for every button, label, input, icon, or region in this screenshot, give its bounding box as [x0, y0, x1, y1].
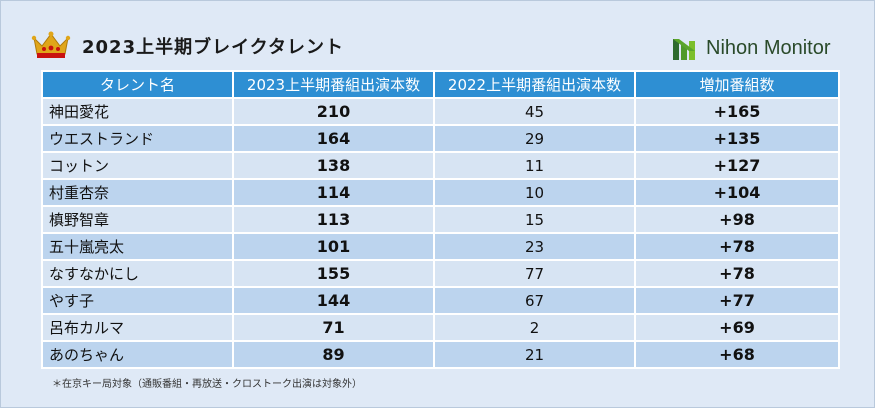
table-row: 村重杏奈 114 10 +104: [42, 179, 839, 206]
table-row: 神田愛花 210 45 +165: [42, 98, 839, 125]
logo-text: Nihon Monitor: [706, 37, 831, 60]
cell-increase: +68: [635, 341, 839, 368]
cell-2022: 21: [434, 341, 635, 368]
cell-2023: 71: [233, 314, 434, 341]
logo: Nihon Monitor: [672, 33, 831, 63]
cell-2022: 11: [434, 152, 635, 179]
cell-2022: 45: [434, 98, 635, 125]
cell-increase: +98: [635, 206, 839, 233]
cell-2022: 29: [434, 125, 635, 152]
cell-2023: 144: [233, 287, 434, 314]
cell-increase: +77: [635, 287, 839, 314]
cell-2022: 77: [434, 260, 635, 287]
table-row: 五十嵐亮太 101 23 +78: [42, 233, 839, 260]
table-row: 槙野智章 113 15 +98: [42, 206, 839, 233]
cell-2023: 210: [233, 98, 434, 125]
cell-talent: 槙野智章: [42, 206, 233, 233]
footnote: ＊在京キー局対象（通販番組・再放送・クロストーク出演は対象外）: [52, 375, 362, 390]
cell-increase: +127: [635, 152, 839, 179]
cell-talent: あのちゃん: [42, 341, 233, 368]
cell-increase: +78: [635, 260, 839, 287]
cell-talent: ウエストランド: [42, 125, 233, 152]
column-header-2022: 2022上半期番組出演本数: [434, 71, 635, 98]
table-row: コットン 138 11 +127: [42, 152, 839, 179]
ranking-table: タレント名 2023上半期番組出演本数 2022上半期番組出演本数 増加番組数 …: [41, 70, 840, 369]
cell-talent: コットン: [42, 152, 233, 179]
cell-increase: +69: [635, 314, 839, 341]
page-title: 2023上半期ブレイクタレント: [82, 33, 344, 59]
cell-talent: やす子: [42, 287, 233, 314]
cell-2022: 23: [434, 233, 635, 260]
cell-talent: 神田愛花: [42, 98, 233, 125]
cell-2023: 155: [233, 260, 434, 287]
logo-mark-icon: [672, 35, 702, 61]
cell-talent: 村重杏奈: [42, 179, 233, 206]
column-header-increase: 増加番組数: [635, 71, 839, 98]
cell-2022: 10: [434, 179, 635, 206]
cell-2023: 164: [233, 125, 434, 152]
table-row: やす子 144 67 +77: [42, 287, 839, 314]
cell-increase: +135: [635, 125, 839, 152]
cell-talent: なすなかにし: [42, 260, 233, 287]
cell-2023: 113: [233, 206, 434, 233]
column-header-2023: 2023上半期番組出演本数: [233, 71, 434, 98]
cell-2023: 138: [233, 152, 434, 179]
table-row: あのちゃん 89 21 +68: [42, 341, 839, 368]
cell-2022: 67: [434, 287, 635, 314]
column-header-talent: タレント名: [42, 71, 233, 98]
table-row: 呂布カルマ 71 2 +69: [42, 314, 839, 341]
cell-talent: 五十嵐亮太: [42, 233, 233, 260]
cell-2023: 89: [233, 341, 434, 368]
cell-increase: +165: [635, 98, 839, 125]
cell-2023: 114: [233, 179, 434, 206]
cell-2023: 101: [233, 233, 434, 260]
cell-2022: 15: [434, 206, 635, 233]
cell-increase: +104: [635, 179, 839, 206]
cell-2022: 2: [434, 314, 635, 341]
cell-increase: +78: [635, 233, 839, 260]
table-header-row: タレント名 2023上半期番組出演本数 2022上半期番組出演本数 増加番組数: [42, 71, 839, 98]
crown-icon: [30, 30, 72, 60]
cell-talent: 呂布カルマ: [42, 314, 233, 341]
table-row: なすなかにし 155 77 +78: [42, 260, 839, 287]
table-row: ウエストランド 164 29 +135: [42, 125, 839, 152]
